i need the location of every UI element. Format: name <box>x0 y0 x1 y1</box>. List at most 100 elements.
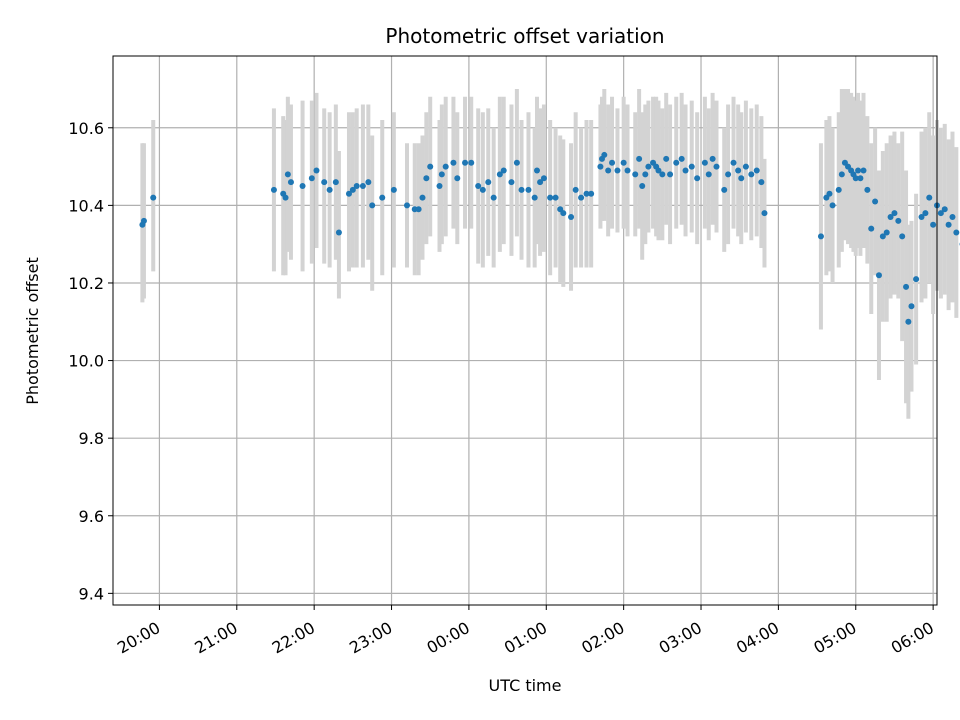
data-point <box>369 202 376 209</box>
data-point <box>313 167 320 174</box>
data-point <box>883 229 890 236</box>
data-point <box>758 179 765 186</box>
data-point <box>642 171 649 178</box>
data-point <box>326 186 333 193</box>
data-point <box>725 171 732 178</box>
data-point <box>508 179 515 186</box>
data-point <box>930 221 937 228</box>
y-tick-label: 10.4 <box>68 196 104 215</box>
data-point <box>838 171 845 178</box>
data-point <box>345 190 352 197</box>
data-point <box>701 159 708 166</box>
data-point <box>349 186 356 193</box>
data-point <box>518 186 525 193</box>
data-point <box>953 229 960 236</box>
data-point <box>578 194 585 201</box>
data-point <box>735 167 742 174</box>
data-point <box>899 233 906 240</box>
data-point <box>353 182 360 189</box>
x-tick-label: 00:00 <box>423 618 472 658</box>
data-point <box>614 167 621 174</box>
data-point <box>903 283 910 290</box>
y-tick-label: 10.6 <box>68 119 104 138</box>
data-point <box>748 171 755 178</box>
data-point <box>713 163 720 170</box>
data-point <box>442 163 449 170</box>
x-tick-label: 22:00 <box>269 618 318 658</box>
data-point <box>475 182 482 189</box>
data-point <box>941 206 948 213</box>
data-point <box>835 186 842 193</box>
x-tick-label: 03:00 <box>656 618 705 658</box>
data-point <box>500 167 507 174</box>
data-point <box>879 233 886 240</box>
data-point <box>908 303 915 310</box>
data-point <box>308 175 315 182</box>
data-point <box>547 194 554 201</box>
data-point <box>857 175 864 182</box>
data-point <box>905 318 912 325</box>
data-point <box>583 190 590 197</box>
data-point <box>738 175 745 182</box>
data-point <box>709 155 716 162</box>
data-point <box>860 167 867 174</box>
data-point <box>659 171 666 178</box>
data-point <box>552 194 559 201</box>
data-point <box>949 214 956 221</box>
data-point <box>891 210 898 217</box>
data-point <box>537 179 544 186</box>
data-point <box>332 179 339 186</box>
data-point <box>609 159 616 166</box>
data-point <box>454 175 461 182</box>
data-point <box>415 206 422 213</box>
data-point <box>531 194 538 201</box>
data-point <box>895 217 902 224</box>
data-point <box>479 186 486 193</box>
data-point <box>365 179 372 186</box>
data-point <box>864 186 871 193</box>
data-point <box>655 167 662 174</box>
data-point <box>150 194 157 201</box>
data-point <box>605 167 612 174</box>
data-point <box>663 155 670 162</box>
data-point <box>540 175 547 182</box>
data-point <box>742 163 749 170</box>
data-point <box>513 159 520 166</box>
x-tick-label: 20:00 <box>114 618 163 658</box>
data-point <box>496 171 503 178</box>
data-point <box>419 194 426 201</box>
data-point <box>753 167 760 174</box>
data-point <box>688 163 695 170</box>
data-point <box>945 221 952 228</box>
data-point <box>761 210 768 217</box>
y-tick-label: 9.6 <box>79 507 104 526</box>
y-axis-label: Photometric offset <box>23 257 42 405</box>
data-point <box>937 210 944 217</box>
data-point <box>624 167 631 174</box>
data-point <box>359 182 366 189</box>
data-point <box>568 214 575 221</box>
data-point <box>140 217 147 224</box>
data-point <box>270 186 277 193</box>
data-point <box>826 190 833 197</box>
x-tick-label: 02:00 <box>578 618 627 658</box>
data-point <box>436 182 443 189</box>
x-tick-label: 21:00 <box>191 618 240 658</box>
data-point <box>678 155 685 162</box>
data-point <box>427 163 434 170</box>
data-point <box>588 190 595 197</box>
data-point <box>922 210 929 217</box>
x-tick-label: 23:00 <box>346 618 395 658</box>
data-point <box>705 171 712 178</box>
data-point <box>926 194 933 201</box>
data-point <box>645 163 652 170</box>
data-point <box>462 159 469 166</box>
data-point <box>468 159 475 166</box>
data-point <box>639 182 646 189</box>
data-point <box>525 186 532 193</box>
data-point <box>335 229 342 236</box>
x-axis-label: UTC time <box>489 676 562 695</box>
data-point <box>730 159 737 166</box>
data-point <box>887 214 894 221</box>
